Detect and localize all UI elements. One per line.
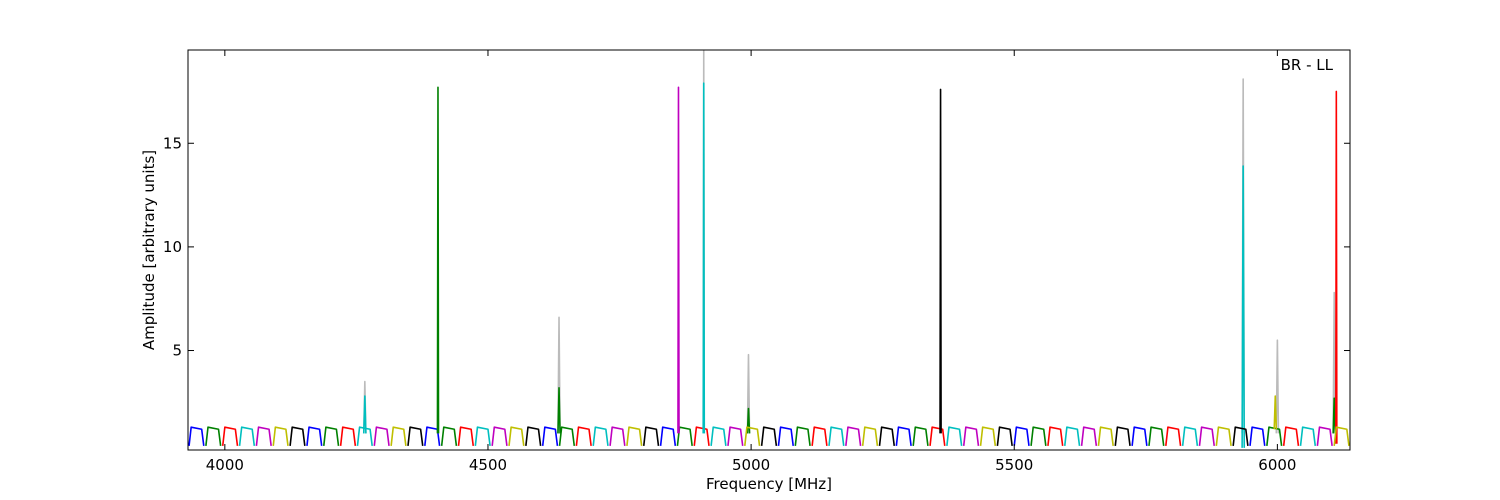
spectrum-line xyxy=(221,90,1338,446)
spectrum-line xyxy=(238,82,1317,448)
spectrum-line xyxy=(205,86,1337,446)
spectrum-line xyxy=(362,50,1337,434)
x-tick-label: 5000 xyxy=(732,456,770,474)
y-tick-label: 15 xyxy=(163,134,182,152)
x-tick-label: 5500 xyxy=(995,456,1033,474)
y-tick-label: 10 xyxy=(163,238,182,256)
spectrum-line xyxy=(289,88,1249,446)
spectrum-line xyxy=(255,86,1333,446)
annotation: BR - LL xyxy=(1281,56,1334,74)
spectrum-line xyxy=(272,395,1350,446)
y-axis-label: Amplitude [arbitrary units] xyxy=(140,150,158,350)
spectrum-line xyxy=(188,426,1266,446)
x-tick-label: 4000 xyxy=(206,456,244,474)
x-tick-label: 4500 xyxy=(469,456,507,474)
x-tick-label: 6000 xyxy=(1258,456,1296,474)
x-axis-label: Frequency [MHz] xyxy=(706,475,832,493)
y-tick-label: 5 xyxy=(172,342,182,360)
plot-frame xyxy=(187,49,1351,451)
